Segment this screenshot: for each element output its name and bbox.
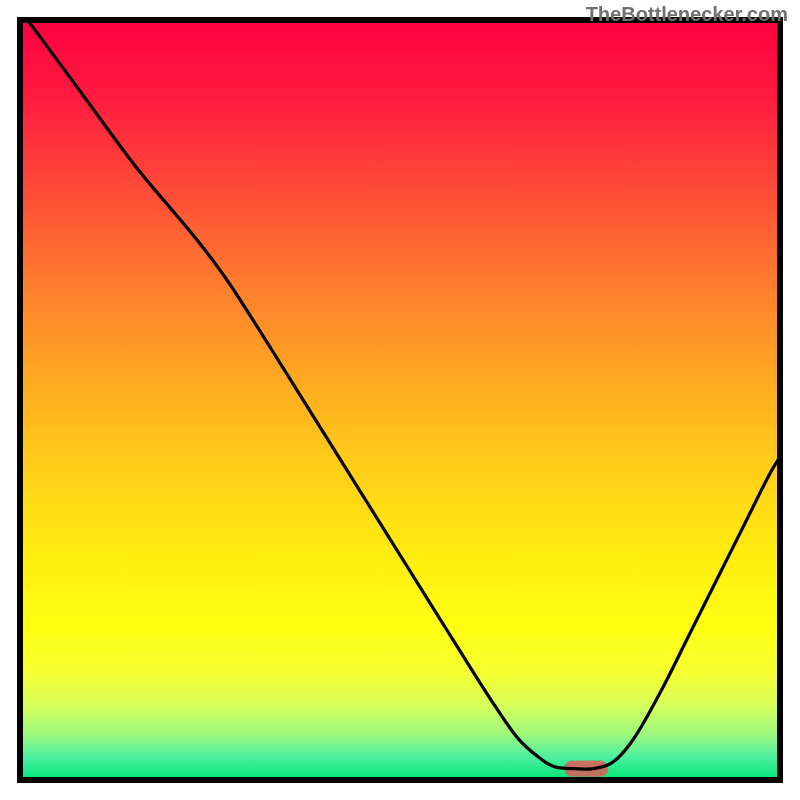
watermark-text: TheBottlenecker.com — [586, 4, 788, 27]
bottleneck-chart — [0, 0, 800, 800]
heat-background — [20, 20, 780, 780]
